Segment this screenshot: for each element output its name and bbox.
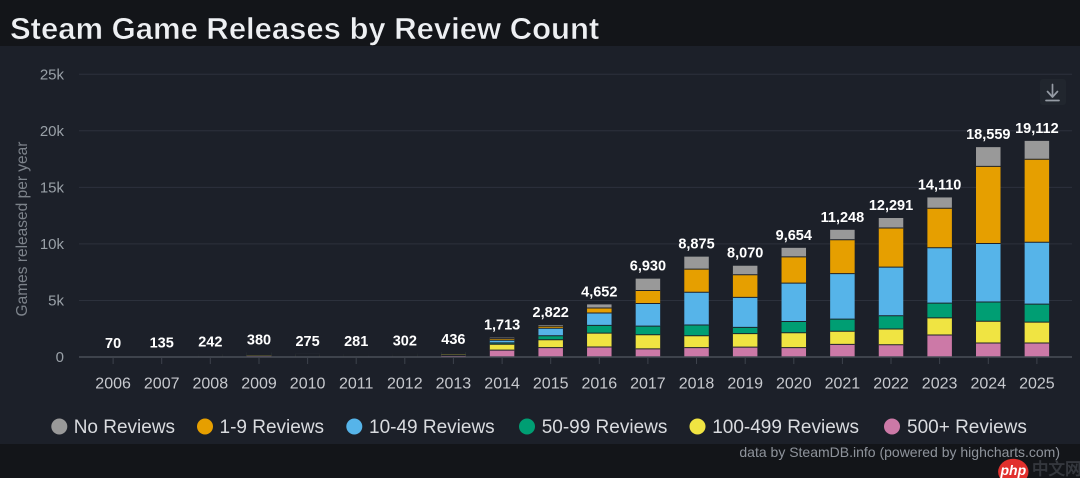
svg-text:2024: 2024 — [971, 376, 1007, 393]
svg-text:12,291: 12,291 — [869, 198, 913, 214]
svg-text:1-9 Reviews: 1-9 Reviews — [220, 417, 325, 438]
svg-text:19,112: 19,112 — [1015, 121, 1059, 137]
svg-text:2017: 2017 — [630, 376, 666, 393]
svg-text:2010: 2010 — [290, 376, 326, 393]
svg-text:2021: 2021 — [825, 376, 861, 393]
svg-text:0: 0 — [56, 349, 64, 366]
svg-text:2015: 2015 — [533, 376, 569, 393]
svg-text:2,822: 2,822 — [533, 305, 569, 321]
svg-text:php: php — [999, 462, 1026, 478]
svg-text:11,248: 11,248 — [821, 210, 865, 226]
svg-text:10-49 Reviews: 10-49 Reviews — [369, 417, 495, 438]
svg-text:2020: 2020 — [776, 376, 812, 393]
svg-text:50-99 Reviews: 50-99 Reviews — [542, 417, 668, 438]
svg-text:Games released per year: Games released per year — [14, 142, 31, 317]
svg-text:25k: 25k — [40, 66, 65, 83]
svg-text:2006: 2006 — [95, 376, 131, 393]
svg-text:2009: 2009 — [241, 376, 277, 393]
svg-text:10k: 10k — [40, 236, 65, 253]
svg-text:500+ Reviews: 500+ Reviews — [907, 417, 1027, 438]
svg-text:2025: 2025 — [1019, 376, 1055, 393]
svg-text:2008: 2008 — [193, 376, 229, 393]
svg-text:14,110: 14,110 — [918, 177, 962, 193]
svg-text:No Reviews: No Reviews — [74, 417, 175, 438]
svg-text:data by SteamDB.info (powered: data by SteamDB.info (powered by highcha… — [739, 444, 1060, 460]
svg-text:20k: 20k — [40, 123, 65, 140]
svg-text:2014: 2014 — [484, 376, 520, 393]
svg-text:2018: 2018 — [679, 376, 715, 393]
svg-text:100-499 Reviews: 100-499 Reviews — [712, 417, 859, 438]
svg-text:9,654: 9,654 — [776, 228, 812, 244]
svg-text:70: 70 — [105, 336, 121, 352]
svg-text:中文网: 中文网 — [1032, 459, 1080, 478]
svg-text:2022: 2022 — [873, 376, 909, 393]
svg-text:2011: 2011 — [339, 376, 374, 393]
svg-text:436: 436 — [441, 332, 465, 348]
svg-text:1,713: 1,713 — [484, 318, 520, 334]
svg-text:135: 135 — [150, 336, 174, 352]
svg-text:242: 242 — [198, 334, 222, 350]
svg-text:2019: 2019 — [727, 376, 763, 393]
svg-text:281: 281 — [344, 334, 368, 350]
svg-text:5k: 5k — [48, 293, 64, 310]
svg-text:2013: 2013 — [436, 376, 472, 393]
svg-text:2007: 2007 — [144, 376, 180, 393]
svg-text:4,652: 4,652 — [581, 284, 617, 300]
svg-text:6,930: 6,930 — [630, 259, 666, 275]
svg-text:18,559: 18,559 — [966, 127, 1010, 143]
svg-text:2012: 2012 — [387, 376, 423, 393]
svg-text:2023: 2023 — [922, 376, 958, 393]
svg-text:2016: 2016 — [582, 376, 618, 393]
svg-text:380: 380 — [247, 333, 271, 349]
svg-text:15k: 15k — [40, 179, 65, 196]
svg-text:8,875: 8,875 — [678, 237, 714, 253]
svg-text:275: 275 — [295, 334, 319, 350]
svg-text:302: 302 — [393, 334, 417, 350]
svg-text:8,070: 8,070 — [727, 246, 763, 262]
